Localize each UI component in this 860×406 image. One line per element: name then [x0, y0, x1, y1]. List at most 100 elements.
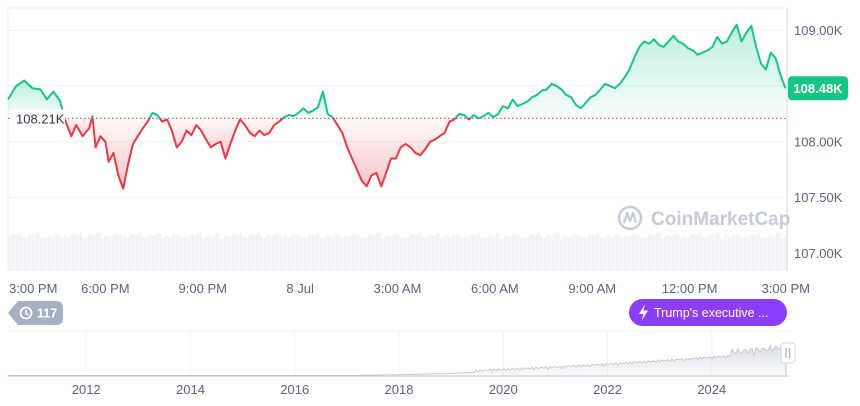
area-fill-below	[92, 118, 150, 189]
volume-bar	[560, 239, 562, 270]
volume-bar	[345, 236, 347, 270]
volume-bar	[160, 233, 162, 270]
volume-bar	[118, 234, 120, 270]
volume-bar	[161, 239, 163, 270]
volume-bar	[337, 233, 339, 270]
volume-bar	[654, 235, 656, 270]
volume-bar	[532, 234, 534, 270]
price-line-above[interactable]	[7, 79, 66, 119]
history-badge-shape[interactable]	[8, 301, 63, 325]
volume-bar	[11, 234, 13, 270]
navigator-handle[interactable]	[780, 342, 796, 364]
volume-bar	[366, 237, 368, 270]
navigator-handle-box[interactable]	[780, 342, 796, 364]
volume-bar	[632, 234, 634, 270]
volume-bar	[576, 234, 578, 270]
volume-bar	[609, 235, 611, 270]
watermark: CoinMarketCap	[617, 205, 790, 231]
history-badge-count: 117	[37, 307, 57, 321]
volume-bar	[260, 237, 262, 270]
volume-bar	[393, 233, 395, 270]
volume-bar	[123, 236, 125, 270]
volume-bar	[720, 238, 722, 270]
volume-bar	[492, 236, 494, 270]
volume-bar	[84, 238, 86, 270]
volume-bar	[481, 237, 483, 270]
volume-bar	[396, 233, 398, 270]
volume-bar	[508, 237, 510, 270]
volume-bar	[193, 234, 195, 270]
volume-bar	[172, 234, 174, 270]
volume-bar	[774, 234, 776, 270]
volume-bar	[465, 237, 467, 270]
volume-bar	[214, 234, 216, 270]
volume-bar	[424, 238, 426, 270]
volume-bar	[78, 233, 80, 270]
volume-bar	[388, 235, 390, 270]
volume-bar	[633, 233, 635, 270]
price-line-above[interactable]	[148, 111, 161, 119]
volume-bar	[659, 232, 661, 270]
volume-bar	[548, 235, 550, 270]
volume-bar	[227, 236, 229, 270]
volume-bar	[275, 233, 277, 270]
volume-bar	[72, 234, 74, 270]
volume-bar	[747, 238, 749, 270]
price-line-below[interactable]	[332, 117, 457, 188]
price-line-above[interactable]	[282, 90, 335, 120]
volume-bar	[372, 235, 374, 270]
volume-bar	[270, 236, 272, 270]
volume-bar	[300, 236, 302, 270]
volume-bar	[307, 236, 309, 270]
price-line-above[interactable]	[454, 112, 469, 120]
volume-bar	[132, 234, 134, 270]
range-navigator[interactable]: 2012 2014 2016 2018 2020 2022 2024	[7, 330, 796, 397]
volume-bar	[100, 238, 102, 270]
volume-bar	[724, 236, 726, 270]
volume-bar	[67, 237, 69, 270]
volume-bar	[403, 236, 405, 270]
price-line-below[interactable]	[158, 117, 284, 160]
volume-bar	[769, 234, 771, 270]
volume-bar	[425, 237, 427, 270]
volume-bar	[640, 237, 642, 270]
x-axis: 3:00 PM 6:00 PM 9:00 PM 8 Jul 3:00 AM 6:00 AM…	[9, 281, 810, 296]
volume-bar	[198, 232, 200, 270]
volume-bar	[604, 236, 606, 270]
volume-bar	[684, 236, 686, 270]
history-badge[interactable]: 117	[8, 301, 63, 325]
price-line-above[interactable]	[90, 115, 94, 119]
volume-bar	[363, 237, 365, 270]
volume-bar	[500, 239, 502, 270]
volume-bar	[780, 239, 782, 270]
news-pill-background[interactable]	[629, 299, 787, 326]
volume-bar	[30, 234, 32, 270]
volume-bar	[192, 234, 194, 270]
volume-bar	[166, 235, 168, 270]
navigator-year-label: 2020	[489, 382, 518, 397]
volume-bar	[739, 234, 741, 270]
volume-bar	[217, 232, 219, 270]
price-line[interactable]	[7, 23, 787, 190]
volume-bar	[574, 233, 576, 270]
volume-bar	[89, 234, 91, 270]
price-line-below[interactable]	[91, 117, 151, 190]
x-tick-label: 12:00 PM	[662, 281, 718, 296]
area-fill-above	[282, 91, 334, 119]
volume-bar	[563, 236, 565, 270]
volume-bar	[107, 235, 109, 270]
volume-bar	[332, 235, 334, 270]
volume-bar	[748, 236, 750, 270]
volume-bar	[182, 236, 184, 270]
volume-bar	[158, 232, 160, 270]
volume-bar	[750, 234, 752, 270]
news-event-pill[interactable]: Trump's executive ...	[629, 299, 787, 326]
price-line-above[interactable]	[469, 23, 787, 120]
volume-bar	[12, 233, 14, 270]
volume-bar	[176, 233, 178, 270]
volume-bar	[54, 233, 56, 270]
volume-bar	[310, 234, 312, 270]
volume-bar	[539, 232, 541, 270]
